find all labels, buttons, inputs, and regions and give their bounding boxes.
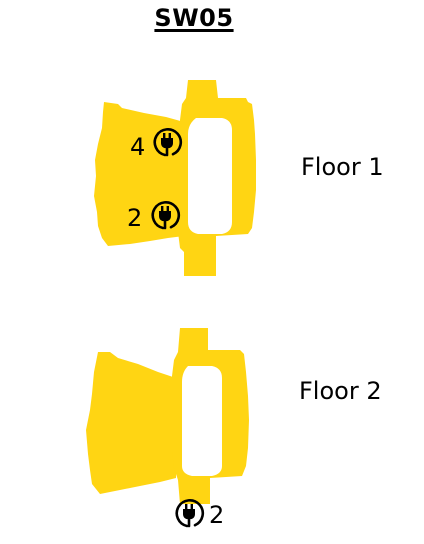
floor-1-core (178, 80, 256, 276)
floor-1-label: Floor 1 (301, 153, 384, 181)
map-title: SW05 (154, 4, 234, 32)
floor-1-building (94, 80, 256, 276)
outlet-count-label: 4 (130, 133, 146, 161)
outlet-count-label: 2 (209, 501, 225, 529)
outlet-count-label: 2 (127, 204, 143, 232)
power-plug-icon (153, 128, 183, 157)
floor-2-west-wing (86, 352, 176, 494)
floor-2-building (86, 328, 249, 504)
floor-2-core (172, 328, 249, 504)
floor-2-label: Floor 2 (299, 377, 382, 405)
power-plug-icon (151, 201, 181, 230)
power-plug-icon (175, 499, 205, 528)
